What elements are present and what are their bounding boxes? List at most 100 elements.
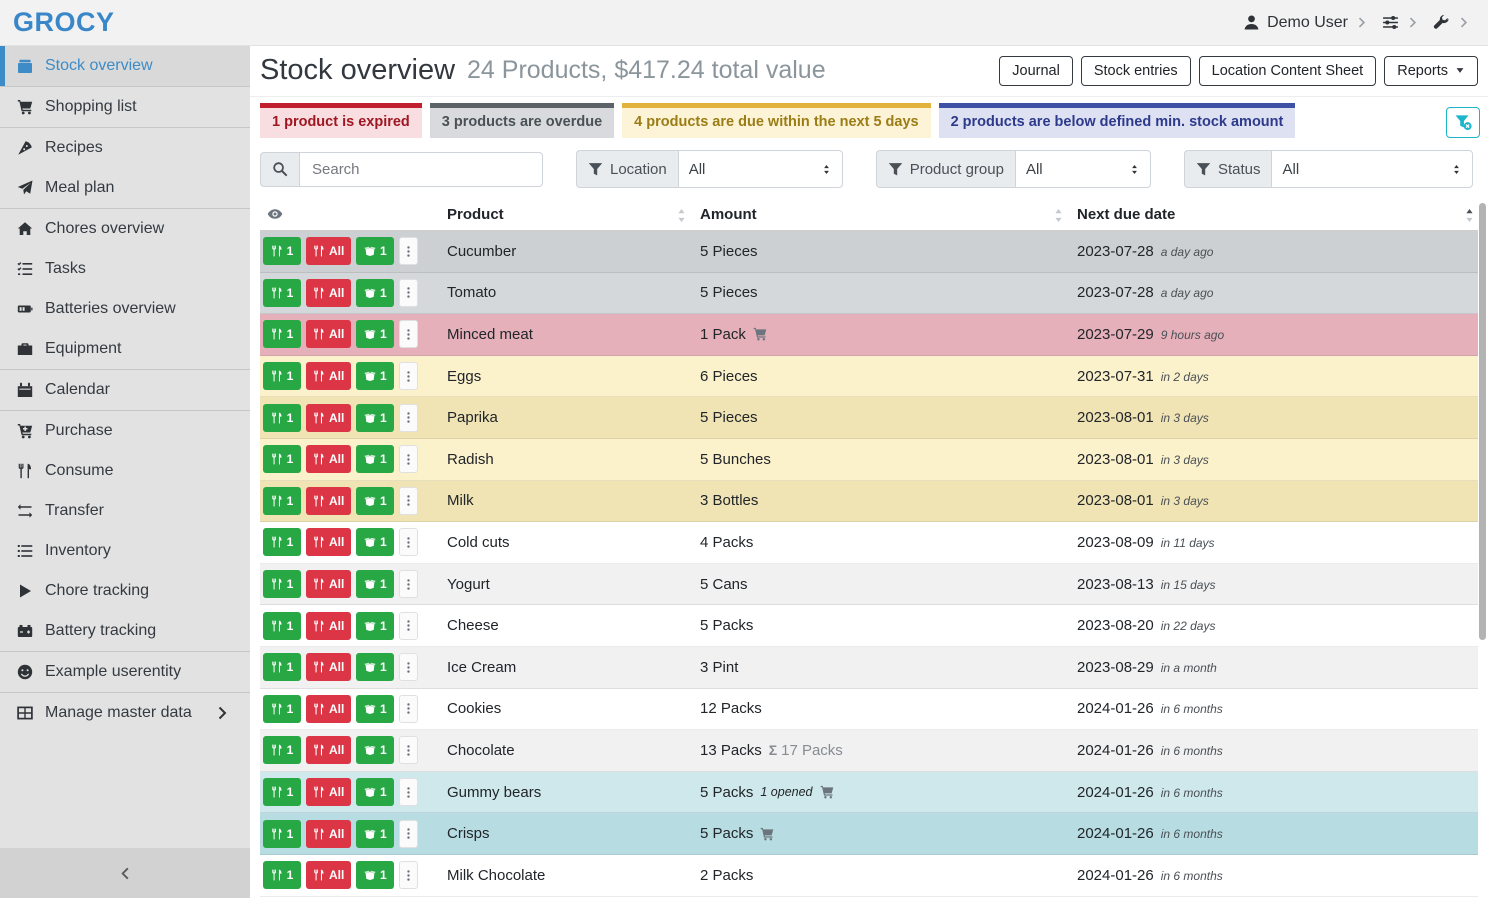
- product-name[interactable]: Milk Chocolate: [447, 867, 700, 884]
- open-one-button[interactable]: 1: [356, 736, 394, 764]
- filter-select-status[interactable]: All: [1271, 150, 1473, 188]
- sidebar-item-stock-overview[interactable]: Stock overview: [0, 46, 250, 86]
- filter-select-product-group[interactable]: All: [1015, 150, 1151, 188]
- consume-one-button[interactable]: 1: [263, 695, 301, 723]
- consume-one-button[interactable]: 1: [263, 279, 301, 307]
- sidebar-item-equipment[interactable]: Equipment: [0, 329, 250, 369]
- sidebar-item-shopping-list[interactable]: Shopping list: [0, 87, 250, 127]
- consume-one-button[interactable]: 1: [263, 362, 301, 390]
- row-menu-button[interactable]: [399, 404, 418, 432]
- open-one-button[interactable]: 1: [356, 695, 394, 723]
- column-header-next-due-date[interactable]: Next due date: [1077, 206, 1478, 223]
- user-menu[interactable]: Demo User: [1243, 14, 1368, 32]
- sidebar-item-manage-master-data[interactable]: Manage master data: [0, 693, 250, 733]
- column-header-product[interactable]: Product: [447, 206, 700, 223]
- open-one-button[interactable]: 1: [356, 653, 394, 681]
- row-menu-button[interactable]: [399, 820, 418, 848]
- open-one-button[interactable]: 1: [356, 237, 394, 265]
- stock-entries-button[interactable]: Stock entries: [1081, 56, 1191, 86]
- sidebar-item-meal-plan[interactable]: Meal plan: [0, 168, 250, 208]
- app-logo[interactable]: GROCY: [13, 7, 115, 38]
- banner-overdue[interactable]: 3 products are overdue: [430, 103, 614, 138]
- journal-button[interactable]: Journal: [999, 56, 1073, 86]
- row-menu-button[interactable]: [399, 279, 418, 307]
- product-name[interactable]: Gummy bears: [447, 784, 700, 801]
- product-name[interactable]: Crisps: [447, 825, 700, 842]
- banner-expired[interactable]: 1 product is expired: [260, 103, 422, 138]
- consume-all-button[interactable]: All: [306, 362, 351, 390]
- consume-all-button[interactable]: All: [306, 445, 351, 473]
- row-menu-button[interactable]: [399, 653, 418, 681]
- sidebar-collapse-button[interactable]: [0, 848, 250, 898]
- sidebar-item-transfer[interactable]: Transfer: [0, 491, 250, 531]
- clear-filter-button[interactable]: [1446, 107, 1480, 138]
- row-menu-button[interactable]: [399, 237, 418, 265]
- open-one-button[interactable]: 1: [356, 570, 394, 598]
- open-one-button[interactable]: 1: [356, 320, 394, 348]
- open-one-button[interactable]: 1: [356, 820, 394, 848]
- filter-select-location[interactable]: All: [678, 150, 843, 188]
- banner-due[interactable]: 4 products are due within the next 5 day…: [622, 103, 930, 138]
- consume-one-button[interactable]: 1: [263, 445, 301, 473]
- settings-menu[interactable]: [1382, 14, 1419, 31]
- consume-one-button[interactable]: 1: [263, 237, 301, 265]
- vertical-scrollbar[interactable]: [1479, 203, 1486, 640]
- consume-all-button[interactable]: All: [306, 612, 351, 640]
- consume-one-button[interactable]: 1: [263, 528, 301, 556]
- consume-all-button[interactable]: All: [306, 653, 351, 681]
- product-name[interactable]: Cookies: [447, 700, 700, 717]
- sidebar-item-calendar[interactable]: Calendar: [0, 370, 250, 410]
- consume-one-button[interactable]: 1: [263, 612, 301, 640]
- open-one-button[interactable]: 1: [356, 362, 394, 390]
- sidebar-item-batteries-overview[interactable]: Batteries overview: [0, 289, 250, 329]
- product-name[interactable]: Radish: [447, 451, 700, 468]
- open-one-button[interactable]: 1: [356, 279, 394, 307]
- location-content-sheet-button[interactable]: Location Content Sheet: [1199, 56, 1377, 86]
- consume-all-button[interactable]: All: [306, 279, 351, 307]
- product-name[interactable]: Minced meat: [447, 326, 700, 343]
- search-input[interactable]: [299, 152, 543, 187]
- row-menu-button[interactable]: [399, 612, 418, 640]
- consume-all-button[interactable]: All: [306, 861, 351, 889]
- consume-all-button[interactable]: All: [306, 778, 351, 806]
- row-menu-button[interactable]: [399, 570, 418, 598]
- row-menu-button[interactable]: [399, 695, 418, 723]
- consume-all-button[interactable]: All: [306, 570, 351, 598]
- product-name[interactable]: Ice Cream: [447, 659, 700, 676]
- consume-one-button[interactable]: 1: [263, 778, 301, 806]
- consume-all-button[interactable]: All: [306, 404, 351, 432]
- sidebar-item-purchase[interactable]: Purchase: [0, 411, 250, 451]
- row-menu-button[interactable]: [399, 736, 418, 764]
- consume-one-button[interactable]: 1: [263, 736, 301, 764]
- sidebar-item-recipes[interactable]: Recipes: [0, 128, 250, 168]
- consume-all-button[interactable]: All: [306, 528, 351, 556]
- product-name[interactable]: Yogurt: [447, 576, 700, 593]
- product-name[interactable]: Tomato: [447, 284, 700, 301]
- product-name[interactable]: Chocolate: [447, 742, 700, 759]
- sidebar-item-consume[interactable]: Consume: [0, 451, 250, 491]
- product-name[interactable]: Milk: [447, 492, 700, 509]
- product-name[interactable]: Paprika: [447, 409, 700, 426]
- row-menu-button[interactable]: [399, 487, 418, 515]
- consume-one-button[interactable]: 1: [263, 487, 301, 515]
- product-name[interactable]: Cucumber: [447, 243, 700, 260]
- consume-all-button[interactable]: All: [306, 695, 351, 723]
- open-one-button[interactable]: 1: [356, 861, 394, 889]
- product-name[interactable]: Eggs: [447, 368, 700, 385]
- consume-all-button[interactable]: All: [306, 736, 351, 764]
- row-menu-button[interactable]: [399, 528, 418, 556]
- column-visibility-toggle[interactable]: [260, 206, 447, 222]
- sidebar-item-example-userentity[interactable]: Example userentity: [0, 652, 250, 692]
- admin-menu[interactable]: [1433, 14, 1470, 31]
- product-name[interactable]: Cheese: [447, 617, 700, 634]
- open-one-button[interactable]: 1: [356, 487, 394, 515]
- sidebar-item-chore-tracking[interactable]: Chore tracking: [0, 571, 250, 611]
- sidebar-item-battery-tracking[interactable]: Battery tracking: [0, 611, 250, 651]
- sidebar-item-tasks[interactable]: Tasks: [0, 249, 250, 289]
- sidebar-item-inventory[interactable]: Inventory: [0, 531, 250, 571]
- row-menu-button[interactable]: [399, 861, 418, 889]
- consume-one-button[interactable]: 1: [263, 570, 301, 598]
- open-one-button[interactable]: 1: [356, 612, 394, 640]
- open-one-button[interactable]: 1: [356, 445, 394, 473]
- row-menu-button[interactable]: [399, 362, 418, 390]
